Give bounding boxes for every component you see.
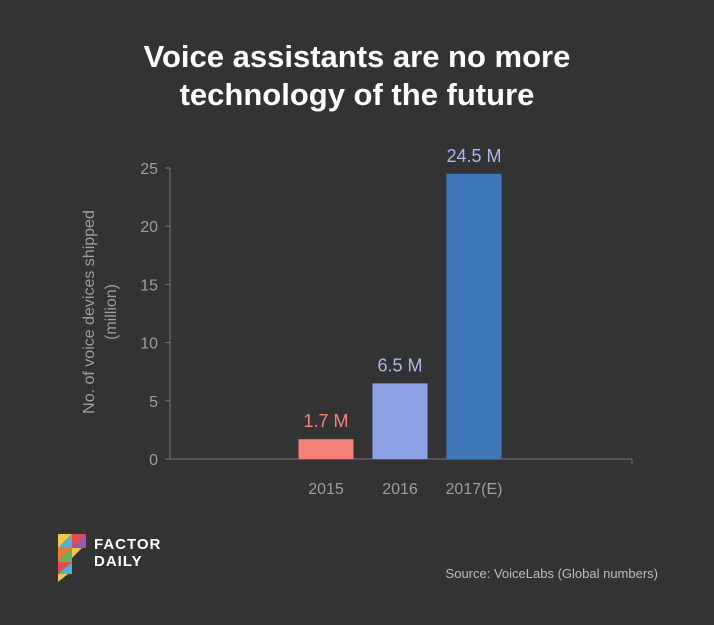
data-label: 1.7 M bbox=[303, 411, 348, 431]
y-tick-label: 20 bbox=[140, 219, 158, 236]
y-axis-label-line: No. of voice devices shipped bbox=[81, 210, 98, 414]
logo-line-2: DAILY bbox=[94, 553, 143, 570]
y-tick-label: 0 bbox=[149, 452, 158, 469]
source-note: Source: VoiceLabs (Global numbers) bbox=[445, 566, 658, 581]
y-tick-label: 15 bbox=[140, 277, 158, 294]
x-tick-label: 2017(E) bbox=[446, 481, 503, 498]
logo-mark-icon bbox=[58, 534, 86, 582]
x-tick-label: 2015 bbox=[308, 481, 344, 498]
y-tick-label: 5 bbox=[149, 394, 158, 411]
bar-2015 bbox=[298, 439, 354, 459]
data-label: 6.5 M bbox=[377, 355, 422, 375]
chart-title-line-1: Voice assistants are no more bbox=[143, 39, 571, 74]
logo-line-1: FACTOR bbox=[94, 536, 162, 553]
axes: 0 5 10 15 20 25 bbox=[140, 161, 633, 469]
chart-title: Voice assistants are no more technology … bbox=[0, 38, 714, 114]
bars: 1.7 M 2015 6.5 M 2016 24.5 M 2017(E) bbox=[298, 146, 503, 498]
factor-daily-logo: FACTOR DAILY bbox=[58, 534, 178, 584]
x-tick-label: 2016 bbox=[382, 481, 418, 498]
chart-title-line-2: technology of the future bbox=[179, 77, 535, 112]
logo-wordmark: FACTOR DAILY bbox=[94, 536, 161, 570]
y-axis-label-line: (million) bbox=[103, 284, 120, 340]
bar-2016 bbox=[372, 383, 428, 459]
bar-2017(E) bbox=[446, 173, 502, 459]
y-axis-label: No. of voice devices shipped (million) bbox=[81, 210, 120, 414]
y-tick-label: 10 bbox=[140, 336, 158, 353]
data-label: 24.5 M bbox=[446, 146, 501, 166]
y-tick-label: 25 bbox=[140, 161, 158, 178]
